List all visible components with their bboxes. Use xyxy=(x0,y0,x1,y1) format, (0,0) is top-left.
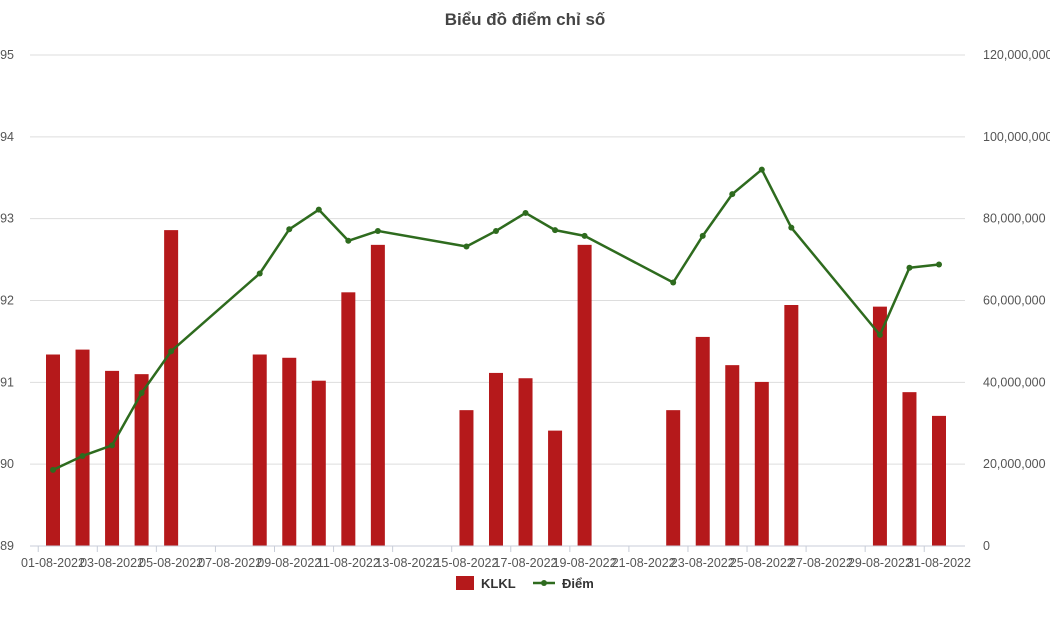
bar-series-klkl xyxy=(46,230,946,546)
bar-klkl[interactable] xyxy=(252,354,267,546)
right-tick-label: 100,000,000 xyxy=(983,130,1050,144)
chart-title: Biểu đồ điểm chỉ số xyxy=(445,10,606,29)
bar-klkl[interactable] xyxy=(577,244,592,546)
left-tick-label: 94 xyxy=(0,130,14,144)
bar-klkl[interactable] xyxy=(932,415,946,546)
x-tick-label: 21-08-2022 xyxy=(612,556,676,570)
bar-klkl[interactable] xyxy=(134,374,149,546)
line-point-diem[interactable] xyxy=(79,452,86,459)
left-axis-ticks: 89 90 91 92 93 94 95 xyxy=(0,48,14,553)
x-tick-label: 19-08-2022 xyxy=(553,556,617,570)
line-point-diem[interactable] xyxy=(256,270,263,277)
x-tick-label: 13-08-2022 xyxy=(375,556,439,570)
line-point-diem[interactable] xyxy=(699,232,706,239)
right-tick-label: 20,000,000 xyxy=(983,457,1046,471)
line-point-diem[interactable] xyxy=(345,237,352,244)
bar-klkl[interactable] xyxy=(341,292,356,546)
bar-klkl[interactable] xyxy=(725,365,740,546)
bar-klkl[interactable] xyxy=(282,357,297,546)
bar-klkl[interactable] xyxy=(164,230,179,546)
bar-klkl[interactable] xyxy=(459,410,474,546)
line-point-diem[interactable] xyxy=(522,209,529,216)
bar-klkl[interactable] xyxy=(370,244,385,546)
x-tick-label: 15-08-2022 xyxy=(434,556,498,570)
x-tick-label: 05-08-2022 xyxy=(139,556,203,570)
right-tick-label: 60,000,000 xyxy=(983,294,1046,308)
right-tick-label: 80,000,000 xyxy=(983,212,1046,226)
left-tick-label: 91 xyxy=(0,375,14,389)
grid-lines xyxy=(30,54,965,465)
bar-klkl[interactable] xyxy=(46,354,60,546)
bar-klkl[interactable] xyxy=(666,410,681,546)
line-point-diem[interactable] xyxy=(876,331,883,338)
left-tick-label: 95 xyxy=(0,48,14,62)
line-point-diem[interactable] xyxy=(670,279,677,286)
left-tick-label: 93 xyxy=(0,212,14,226)
legend-label-diem[interactable]: Điểm xyxy=(562,576,594,591)
left-tick-label: 90 xyxy=(0,457,14,471)
line-point-diem[interactable] xyxy=(788,224,795,231)
bar-klkl[interactable] xyxy=(75,349,90,546)
line-point-diem[interactable] xyxy=(50,466,56,473)
line-point-diem[interactable] xyxy=(374,227,381,234)
x-tick-label: 31-08-2022 xyxy=(907,556,971,570)
line-point-diem[interactable] xyxy=(493,227,499,234)
left-tick-label: 89 xyxy=(0,539,14,553)
legend-label-klkl[interactable]: KLKL xyxy=(481,576,516,591)
line-point-diem[interactable] xyxy=(552,227,559,234)
x-tick-label: 27-08-2022 xyxy=(789,556,853,570)
line-point-diem[interactable] xyxy=(109,442,116,449)
line-point-diem[interactable] xyxy=(463,243,470,250)
legend-swatch-klkl[interactable] xyxy=(456,576,474,590)
right-tick-label: 120,000,000 xyxy=(983,48,1050,62)
line-point-diem[interactable] xyxy=(729,191,736,198)
line-point-diem[interactable] xyxy=(286,226,293,233)
line-point-diem[interactable] xyxy=(168,348,175,355)
x-tick-label: 23-08-2022 xyxy=(671,556,735,570)
line-point-diem[interactable] xyxy=(936,261,942,268)
bar-klkl[interactable] xyxy=(754,381,769,546)
bar-klkl[interactable] xyxy=(872,306,887,546)
line-point-diem[interactable] xyxy=(138,389,145,396)
bar-klkl[interactable] xyxy=(518,378,533,546)
x-tick-label: 25-08-2022 xyxy=(730,556,794,570)
legend-marker-diem xyxy=(541,580,547,586)
left-tick-label: 92 xyxy=(0,294,14,308)
bar-klkl[interactable] xyxy=(105,370,120,546)
right-tick-label: 0 xyxy=(983,539,990,553)
legend: KLKL Điểm xyxy=(456,576,594,591)
x-tick-label: 03-08-2022 xyxy=(80,556,144,570)
x-tick-label: 29-08-2022 xyxy=(848,556,912,570)
bar-klkl[interactable] xyxy=(902,392,917,546)
right-tick-label: 40,000,000 xyxy=(983,375,1046,389)
line-point-diem[interactable] xyxy=(581,232,588,239)
x-axis-ticks: 01-08-202203-08-202205-08-202207-08-2022… xyxy=(21,546,971,570)
x-tick-label: 01-08-2022 xyxy=(21,556,85,570)
right-axis-ticks: 0 20,000,000 40,000,000 60,000,000 80,000,00… xyxy=(983,48,1050,553)
x-tick-label: 09-08-2022 xyxy=(257,556,321,570)
bar-klkl[interactable] xyxy=(311,380,326,546)
line-point-diem[interactable] xyxy=(758,166,765,173)
bar-klkl[interactable] xyxy=(784,305,799,546)
x-tick-label: 17-08-2022 xyxy=(494,556,558,570)
bar-klkl[interactable] xyxy=(489,372,503,546)
line-point-diem[interactable] xyxy=(315,206,322,213)
x-tick-label: 07-08-2022 xyxy=(198,556,262,570)
x-tick-label: 11-08-2022 xyxy=(317,556,380,570)
bar-klkl[interactable] xyxy=(548,430,563,546)
line-point-diem[interactable] xyxy=(906,264,913,271)
bar-klkl[interactable] xyxy=(695,336,710,546)
line-series-diem xyxy=(50,166,942,473)
